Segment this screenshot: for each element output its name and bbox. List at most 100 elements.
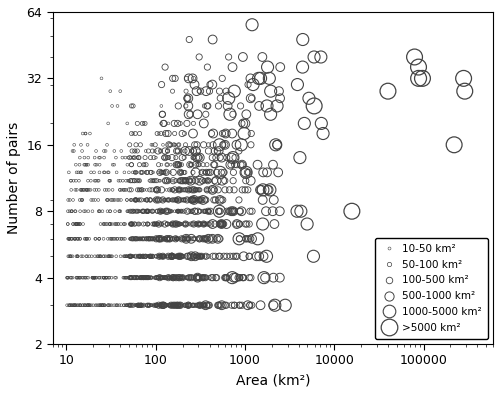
Point <box>189 154 197 161</box>
Point <box>181 197 189 203</box>
Point <box>124 275 132 281</box>
Point <box>106 302 114 309</box>
Point <box>164 130 172 137</box>
Point <box>238 120 246 126</box>
Point <box>95 236 103 242</box>
Point <box>140 162 148 168</box>
Point <box>134 275 141 281</box>
Point <box>74 169 82 175</box>
Point <box>128 162 136 168</box>
Point <box>138 120 146 126</box>
Point <box>202 302 209 309</box>
Point <box>174 208 182 214</box>
Point <box>161 275 169 281</box>
Point <box>144 253 152 259</box>
Point <box>78 197 86 203</box>
Point <box>173 302 181 309</box>
Point <box>132 197 140 203</box>
Point <box>236 275 244 281</box>
Point <box>150 221 158 227</box>
Point <box>168 197 176 203</box>
Point <box>162 236 170 242</box>
Point <box>92 236 100 242</box>
Point <box>156 236 164 242</box>
Point <box>200 178 208 184</box>
Point <box>196 88 204 94</box>
Point <box>200 236 208 242</box>
Point <box>64 221 72 227</box>
Point <box>193 275 201 281</box>
Point <box>94 253 102 259</box>
Point <box>224 54 232 60</box>
Point <box>202 253 209 259</box>
Point <box>130 148 138 154</box>
Point <box>164 178 172 184</box>
Point <box>216 95 224 101</box>
Point <box>69 221 77 227</box>
Point <box>208 236 216 242</box>
Point <box>174 197 182 203</box>
Point <box>202 169 210 175</box>
Point <box>230 302 238 309</box>
Point <box>216 197 224 203</box>
Point <box>130 208 138 214</box>
Point <box>116 208 124 214</box>
Point <box>96 253 104 259</box>
Point <box>169 178 177 184</box>
Point <box>163 162 171 168</box>
Point <box>166 302 173 309</box>
Point <box>136 130 143 137</box>
Point <box>110 162 118 168</box>
Point <box>172 197 180 203</box>
Point <box>164 178 172 184</box>
Point <box>142 275 150 281</box>
Point <box>114 236 122 242</box>
Point <box>179 178 187 184</box>
Point <box>68 236 76 242</box>
Point <box>174 253 182 259</box>
Point <box>126 275 134 281</box>
Point <box>244 169 252 175</box>
Point <box>170 142 178 148</box>
Point <box>184 236 192 242</box>
Point <box>129 130 137 137</box>
Point <box>192 148 200 154</box>
Point <box>200 178 208 184</box>
Point <box>149 275 157 281</box>
Point <box>137 275 145 281</box>
Point <box>227 162 235 168</box>
Point <box>238 302 246 309</box>
Point <box>156 236 164 242</box>
Point <box>106 178 114 184</box>
Point <box>154 236 162 242</box>
Point <box>209 130 217 137</box>
Point <box>133 275 141 281</box>
Point <box>116 208 124 214</box>
Point <box>108 187 116 193</box>
Point <box>166 302 174 309</box>
Point <box>238 162 246 168</box>
Point <box>218 178 226 184</box>
Point <box>232 253 239 259</box>
Point <box>164 148 172 154</box>
Point <box>184 302 192 309</box>
Point <box>226 253 234 259</box>
Point <box>424 302 432 309</box>
Point <box>162 169 170 175</box>
Point <box>140 197 148 203</box>
Point <box>173 221 181 227</box>
Point <box>182 103 190 109</box>
Point <box>104 302 112 309</box>
Point <box>230 302 238 309</box>
Point <box>188 197 196 203</box>
Point <box>127 253 135 259</box>
Point <box>76 221 84 227</box>
Point <box>192 162 200 168</box>
Point <box>192 253 200 259</box>
Point <box>178 275 186 281</box>
Point <box>138 208 146 214</box>
Point <box>132 148 140 154</box>
Point <box>186 162 194 168</box>
Point <box>166 221 174 227</box>
Point <box>164 236 172 242</box>
